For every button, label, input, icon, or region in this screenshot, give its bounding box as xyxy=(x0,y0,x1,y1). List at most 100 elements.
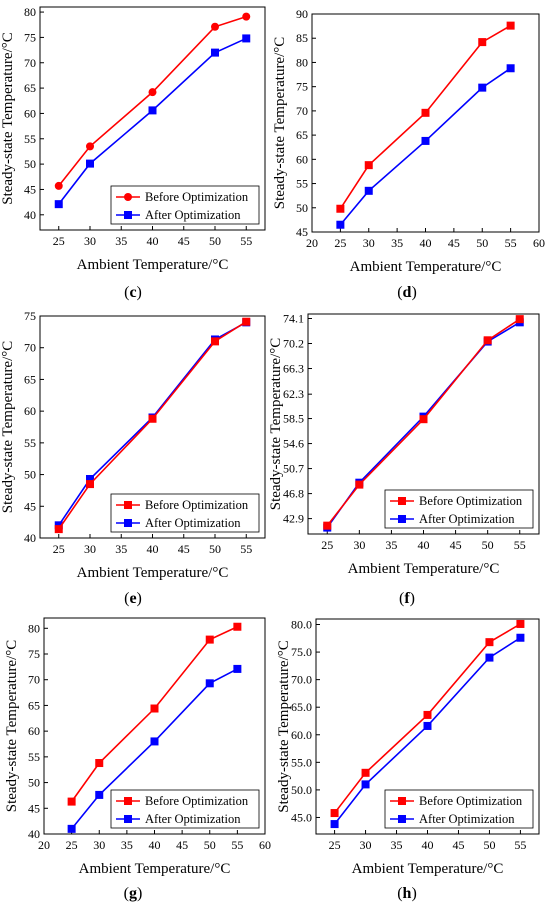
y-tick-label: 40 xyxy=(24,531,36,545)
y-tick-label: 45 xyxy=(28,801,40,815)
panel-caption: (c) xyxy=(124,284,142,301)
data-point-after xyxy=(478,83,487,92)
legend-label: After Optimization xyxy=(419,812,515,826)
x-tick-label: 60 xyxy=(533,236,545,250)
x-axis-label: Ambient Temperature/°C xyxy=(350,259,502,275)
data-point-after xyxy=(506,64,515,73)
legend-box xyxy=(110,789,260,829)
data-point-after xyxy=(148,106,157,115)
x-tick-label: 55 xyxy=(514,838,526,852)
chart-panel-e: 25 30 35 40 45 50 55 40 45 50 55 60 65 70 75 Ambient Te… xyxy=(0,309,266,607)
data-point-before xyxy=(423,710,432,719)
x-tick-label: 50 xyxy=(204,838,216,852)
data-point-after xyxy=(67,824,76,833)
y-tick-label: 65.0 xyxy=(291,700,312,714)
data-point-before xyxy=(323,521,332,530)
y-axis-label: Steady-state Temperature/°C xyxy=(268,338,284,511)
x-axis-label: Ambient Temperature/°C xyxy=(77,257,229,273)
legend-marker xyxy=(398,515,406,523)
legend-label: Before Optimization xyxy=(419,794,523,808)
data-point-before xyxy=(86,142,94,151)
legend-marker xyxy=(124,211,132,219)
data-point-before xyxy=(233,622,242,631)
data-point-after xyxy=(54,200,63,209)
x-tick-label: 35 xyxy=(115,234,127,248)
y-tick-label: 66.3 xyxy=(283,362,304,376)
x-tick-label: 25 xyxy=(329,838,341,852)
x-tick-label: 35 xyxy=(115,542,127,556)
data-point-before xyxy=(355,480,364,489)
y-axis-label: Steady-state Temperature/°C xyxy=(0,341,16,514)
y-tick-label: 54.6 xyxy=(283,437,304,451)
y-tick-label: 65 xyxy=(28,698,40,712)
x-tick-label: 20 xyxy=(38,838,50,852)
x-tick-label: 30 xyxy=(353,538,365,552)
x-tick-label: 45 xyxy=(450,538,462,552)
legend-label: Before Optimization xyxy=(145,498,249,512)
y-axis-label: Steady-state Temperature/°C xyxy=(276,640,292,813)
y-axis-label: Steady-state Temperature/°C xyxy=(272,37,288,210)
data-point-before xyxy=(361,768,370,777)
series-line-after xyxy=(339,67,512,226)
legend: Before Optimization After Optimization xyxy=(110,789,260,829)
x-tick-label: 45 xyxy=(452,838,464,852)
data-point-after xyxy=(242,34,251,43)
legend-label: Before Optimization xyxy=(145,794,249,808)
y-tick-label: 65 xyxy=(24,372,36,386)
legend-marker xyxy=(124,797,132,805)
data-point-after xyxy=(421,136,430,145)
legend-label: Before Optimization xyxy=(145,190,249,204)
y-tick-label: 75.0 xyxy=(291,645,312,659)
y-tick-label: 45.0 xyxy=(291,810,312,824)
x-tick-label: 55 xyxy=(231,838,243,852)
legend-marker xyxy=(398,815,406,823)
x-tick-label: 45 xyxy=(176,838,188,852)
y-tick-label: 90 xyxy=(296,7,308,21)
chart-panel-h: 25 30 35 40 45 50 55 45.0 50.0 55.0 60.0 65.0 70.0 75… xyxy=(276,618,540,902)
x-tick-label: 25 xyxy=(66,838,78,852)
x-tick-label: 25 xyxy=(334,236,346,250)
legend-box xyxy=(384,789,534,829)
y-tick-label: 75 xyxy=(24,309,36,323)
data-point-before xyxy=(242,317,251,326)
y-tick-label: 50 xyxy=(24,157,36,171)
y-tick-label: 46.8 xyxy=(283,487,304,501)
data-point-after xyxy=(233,664,242,673)
x-tick-label: 45 xyxy=(178,542,190,556)
legend-marker xyxy=(124,501,132,509)
x-tick-label: 35 xyxy=(391,838,403,852)
x-tick-label: 40 xyxy=(420,236,432,250)
x-tick-label: 40 xyxy=(147,234,159,248)
y-tick-label: 60 xyxy=(24,404,36,418)
data-point-after xyxy=(95,790,104,799)
y-tick-label: 80.0 xyxy=(291,618,312,632)
y-tick-label: 80 xyxy=(296,55,308,69)
data-point-before xyxy=(86,480,94,489)
legend-box xyxy=(384,489,534,529)
data-point-after xyxy=(423,721,432,730)
y-tick-label: 70 xyxy=(28,673,40,687)
y-tick-label: 60 xyxy=(296,152,308,166)
legend-label: After Optimization xyxy=(145,516,241,530)
y-tick-label: 60.0 xyxy=(291,728,312,742)
y-tick-label: 70 xyxy=(24,56,36,70)
x-tick-label: 40 xyxy=(149,838,161,852)
y-tick-label: 42.9 xyxy=(283,512,304,526)
data-point-before xyxy=(516,619,525,628)
legend-label: After Optimization xyxy=(145,208,241,222)
y-tick-label: 50 xyxy=(28,776,40,790)
y-tick-label: 58.5 xyxy=(283,412,304,426)
panel-caption: (d) xyxy=(397,284,417,301)
data-point-after xyxy=(150,737,159,746)
y-tick-label: 40 xyxy=(28,827,40,841)
x-tick-label: 60 xyxy=(259,838,271,852)
y-axis-label: Steady-state Temperature/°C xyxy=(4,640,20,813)
x-tick-label: 35 xyxy=(121,838,133,852)
data-point-after xyxy=(205,679,214,688)
x-tick-label: 55 xyxy=(514,538,526,552)
x-tick-label: 45 xyxy=(178,234,190,248)
x-tick-label: 25 xyxy=(53,542,65,556)
x-tick-label: 50 xyxy=(209,234,221,248)
legend-marker xyxy=(398,497,406,505)
data-point-before xyxy=(330,809,339,818)
